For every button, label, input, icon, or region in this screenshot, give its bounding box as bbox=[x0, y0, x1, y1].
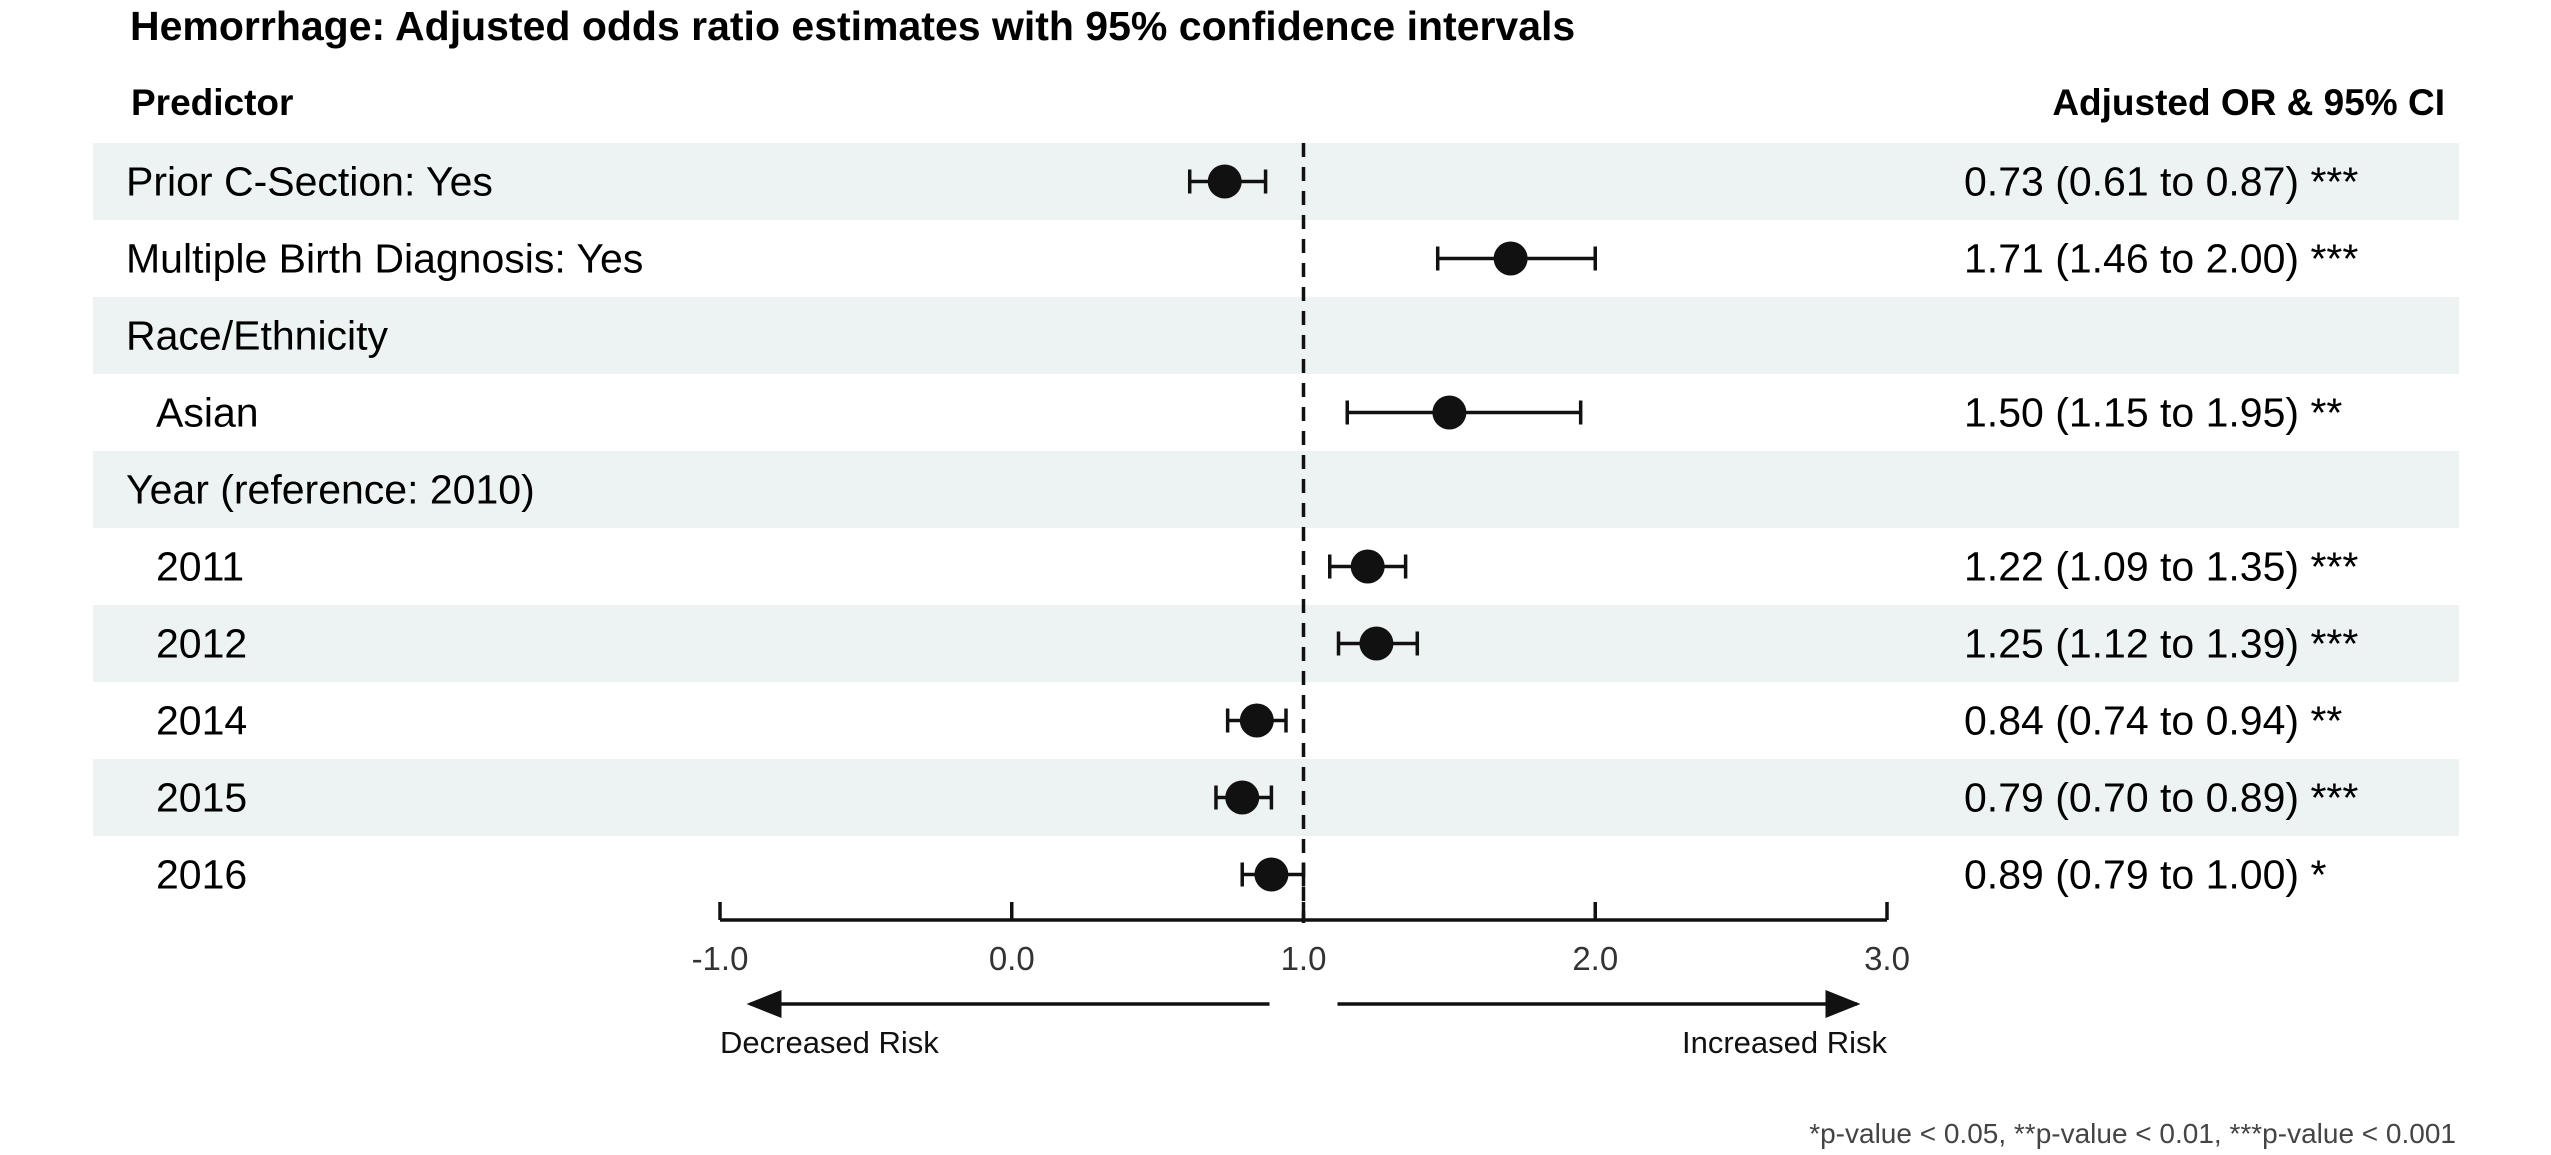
point-estimate bbox=[1225, 780, 1260, 815]
predictor-column-header: Predictor bbox=[131, 82, 293, 123]
row-label: Prior C-Section: Yes bbox=[126, 159, 493, 205]
row-label: 2015 bbox=[156, 775, 247, 821]
point-estimate bbox=[1493, 241, 1528, 276]
estimate-mark bbox=[1225, 703, 1288, 738]
x-tick-label: 1.0 bbox=[1281, 940, 1327, 977]
point-estimate bbox=[1254, 857, 1289, 892]
row-estimate-text: 1.71 (1.46 to 2.00) *** bbox=[1964, 236, 2358, 282]
estimate-mark bbox=[1328, 549, 1408, 584]
estimate-mark bbox=[1240, 857, 1306, 892]
row-label: Year (reference: 2010) bbox=[126, 467, 535, 513]
increased-risk-label: Increased Risk bbox=[1682, 1025, 1888, 1060]
point-estimate bbox=[1432, 395, 1467, 430]
x-axis: -1.0 0.0 1.0 2.0 3.0 bbox=[692, 902, 1910, 977]
x-tick-label: 3.0 bbox=[1864, 940, 1910, 977]
x-tick-label: -1.0 bbox=[692, 940, 749, 977]
footnote: *p-value < 0.05, **p-value < 0.01, ***p-… bbox=[1809, 1118, 2456, 1149]
row-estimate-text: 0.84 (0.74 to 0.94) ** bbox=[1964, 698, 2342, 744]
chart-title: Hemorrhage: Adjusted odds ratio estimate… bbox=[130, 3, 1575, 49]
decreased-risk-label: Decreased Risk bbox=[720, 1025, 939, 1060]
row-label: 2012 bbox=[156, 621, 247, 667]
row-label: Multiple Birth Diagnosis: Yes bbox=[126, 236, 643, 282]
row-estimate-text: 1.22 (1.09 to 1.35) *** bbox=[1964, 544, 2358, 590]
estimate-mark bbox=[1435, 241, 1597, 276]
row-label: Race/Ethnicity bbox=[126, 313, 389, 359]
row-stripe bbox=[93, 143, 2459, 220]
row-label: 2011 bbox=[156, 544, 244, 590]
row-estimate-text: 0.79 (0.70 to 0.89) *** bbox=[1964, 775, 2358, 821]
estimate-mark bbox=[1214, 780, 1274, 815]
point-estimate bbox=[1350, 549, 1385, 584]
estimate-mark bbox=[1336, 626, 1420, 661]
estimate-mark bbox=[1345, 395, 1583, 430]
row-label: 2014 bbox=[156, 698, 247, 744]
x-tick-label: 2.0 bbox=[1572, 940, 1618, 977]
point-estimate bbox=[1239, 703, 1274, 738]
row-stripe bbox=[93, 451, 2459, 528]
row-label: Asian bbox=[156, 390, 259, 436]
row-stripe bbox=[93, 297, 2459, 374]
row-estimate-text: 1.25 (1.12 to 1.39) *** bbox=[1964, 621, 2358, 667]
row-estimate-text: 0.73 (0.61 to 0.87) *** bbox=[1964, 159, 2358, 205]
row-label: 2016 bbox=[156, 852, 247, 898]
point-estimate bbox=[1207, 164, 1242, 199]
row-labels: Prior C-Section: Yes Multiple Birth Diagn… bbox=[126, 159, 643, 898]
row-values: 0.73 (0.61 to 0.87) *** 1.71 (1.46 to 2.0… bbox=[1964, 159, 2358, 898]
row-stripe bbox=[93, 759, 2459, 836]
estimate-mark bbox=[1187, 164, 1268, 199]
row-estimate-text: 1.50 (1.15 to 1.95) ** bbox=[1964, 390, 2342, 436]
x-tick-label: 0.0 bbox=[989, 940, 1035, 977]
row-stripe bbox=[93, 605, 2459, 682]
point-estimate bbox=[1359, 626, 1394, 661]
estimate-marks bbox=[1187, 164, 1597, 892]
row-stripes bbox=[93, 143, 2459, 836]
row-estimate-text: 0.89 (0.79 to 1.00) * bbox=[1964, 852, 2326, 898]
estimate-column-header: Adjusted OR & 95% CI bbox=[2052, 82, 2445, 123]
